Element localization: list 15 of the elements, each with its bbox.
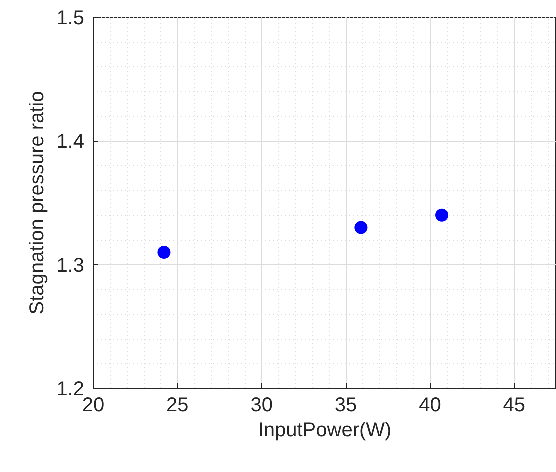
point bbox=[158, 246, 171, 259]
y-axis-title: Stagnation pressure ratio bbox=[26, 91, 49, 315]
x-tick-label: 25 bbox=[166, 394, 189, 416]
y-tick-label: 1.2 bbox=[56, 378, 85, 400]
y-tick-label: 1.5 bbox=[56, 8, 85, 30]
point bbox=[354, 221, 368, 234]
y-tick-label: 1.4 bbox=[56, 131, 85, 154]
y-tick-label: 1.3 bbox=[56, 254, 85, 277]
x-tick-label: 35 bbox=[334, 394, 358, 416]
x-tick-label: 20 bbox=[82, 394, 105, 416]
x-tick-label: 30 bbox=[250, 394, 273, 416]
point bbox=[436, 208, 449, 222]
x-tick-label: 40 bbox=[419, 394, 442, 416]
x-axis-title: InputPower(W) bbox=[258, 420, 392, 442]
x-tick-label: 45 bbox=[503, 394, 526, 416]
